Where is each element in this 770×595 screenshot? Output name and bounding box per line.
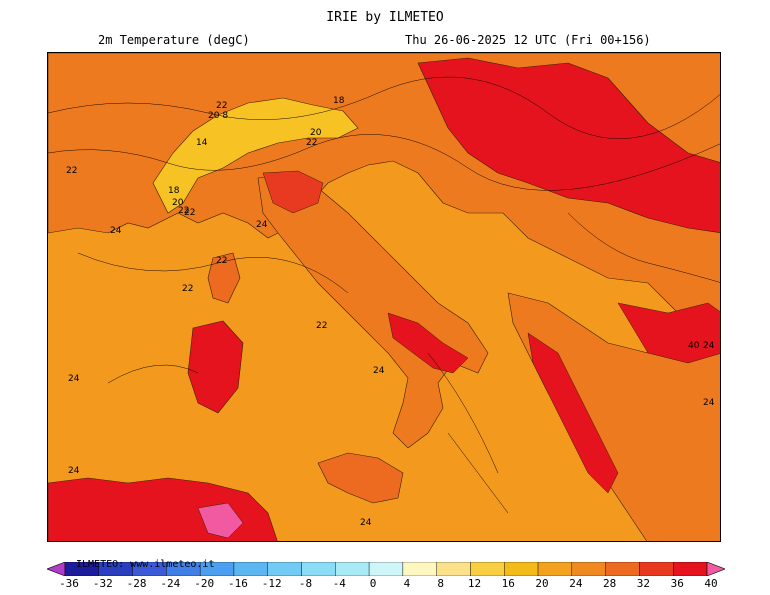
contour-label: 24 xyxy=(68,374,80,384)
contour-label: 24 xyxy=(256,220,268,230)
contour-label: 22 xyxy=(216,256,227,266)
colorbar-segment xyxy=(402,562,437,576)
contour-label: 24 xyxy=(703,398,715,408)
alps-cool-zone xyxy=(152,97,359,214)
contour-label: 18 xyxy=(333,96,345,106)
legend-tick-label: -20 xyxy=(194,577,215,590)
colorbar-segment xyxy=(504,562,539,576)
contour-label: 24 xyxy=(373,366,385,376)
color-legend-bar xyxy=(47,562,725,576)
africa-hottest xyxy=(197,502,244,539)
contour-label: 22 xyxy=(178,206,189,216)
contour-label: 24 xyxy=(360,518,372,528)
legend-tick-label: 12 xyxy=(467,577,482,590)
balkans-hot-zone xyxy=(417,57,720,234)
sardinia xyxy=(187,320,244,414)
contour-label: 22 xyxy=(182,284,193,294)
contour-label: 20 8 xyxy=(208,111,228,121)
legend-tick-label: 28 xyxy=(603,577,617,590)
south-italy-hot xyxy=(387,312,469,374)
legend-tick-label: 24 xyxy=(569,577,583,590)
colorbar-segment xyxy=(571,562,606,576)
colorbar-segment xyxy=(537,562,573,576)
colorbar-segment xyxy=(436,562,471,576)
legend-tick-label: 36 xyxy=(670,577,684,590)
legend-tick-label: -12 xyxy=(261,577,282,590)
legend-tick-label: -28 xyxy=(126,577,147,590)
temperature-map[interactable]: 22 18 22 20 8 20 22 14 22 18 20 22 24 24 22 22 22 24 24 24… xyxy=(47,52,721,542)
legend-tick-label: 16 xyxy=(501,577,515,590)
credit-text[interactable]: ILMETEO: www.ilmeteo.it xyxy=(76,559,215,570)
contour-label: 22 xyxy=(66,166,77,176)
contour-label: 40 xyxy=(688,341,700,351)
colorbar-segment xyxy=(233,562,268,576)
legend-tick-label: 40 xyxy=(704,577,718,590)
legend-tick-label: -24 xyxy=(160,577,181,590)
valid-time-label: Thu 26-06-2025 12 UTC (Fri 00+156) xyxy=(405,33,651,47)
legend-tick-label: 4 xyxy=(403,577,411,590)
contour-label: 20 xyxy=(310,128,322,138)
contour-label: 24 xyxy=(68,466,80,476)
colorbar-min-arrow xyxy=(47,562,66,576)
legend-tick-label: -36 xyxy=(59,577,79,590)
colorbar-segment xyxy=(267,562,302,576)
contour-label: 24 xyxy=(703,341,715,351)
colorbar-segment xyxy=(368,562,404,576)
chart-title: IRIE by ILMETEO xyxy=(326,10,444,25)
legend-ticks: -36 -32 -28 -24 -20 -16 -12 -8 -4 0 4 8 12 16 20 24 28 32… xyxy=(0,577,770,593)
contour-lines xyxy=(48,76,720,514)
albania-greece-hot xyxy=(527,332,619,494)
legend-tick-label: 8 xyxy=(437,577,444,590)
colorbar-segment xyxy=(301,562,336,576)
legend-tick-label: -4 xyxy=(332,577,346,590)
greece-hot xyxy=(617,302,720,364)
sicily xyxy=(317,452,404,504)
contour-label: 24 xyxy=(110,226,122,236)
legend-tick-label: -16 xyxy=(228,577,248,590)
contour-label: 14 xyxy=(196,138,208,148)
legend-tick-label: -32 xyxy=(92,577,113,590)
contour-label: 22 xyxy=(184,208,195,218)
contour-label: 22 xyxy=(316,321,327,331)
colorbar-segment xyxy=(605,562,640,576)
legend-tick-label: 20 xyxy=(535,577,549,590)
colorbar-segment xyxy=(673,562,708,576)
colorbar-segment xyxy=(470,562,505,576)
po-valley xyxy=(262,170,324,214)
contour-label: 22 xyxy=(306,138,317,148)
colorbar-segment xyxy=(639,562,674,576)
variable-label: 2m Temperature (degC) xyxy=(98,33,250,47)
colorbar-segment xyxy=(335,562,370,576)
italy-peninsula xyxy=(257,172,489,449)
corsica xyxy=(207,252,241,304)
colorbar-max-arrow xyxy=(706,562,725,576)
contour-label: 20 xyxy=(172,198,184,208)
contour-label: 22 xyxy=(216,101,227,111)
legend-tick-label: 0 xyxy=(369,577,377,590)
contour-label: 18 xyxy=(168,186,180,196)
legend-tick-label: 32 xyxy=(636,577,651,590)
legend-tick-label: -8 xyxy=(298,577,313,590)
